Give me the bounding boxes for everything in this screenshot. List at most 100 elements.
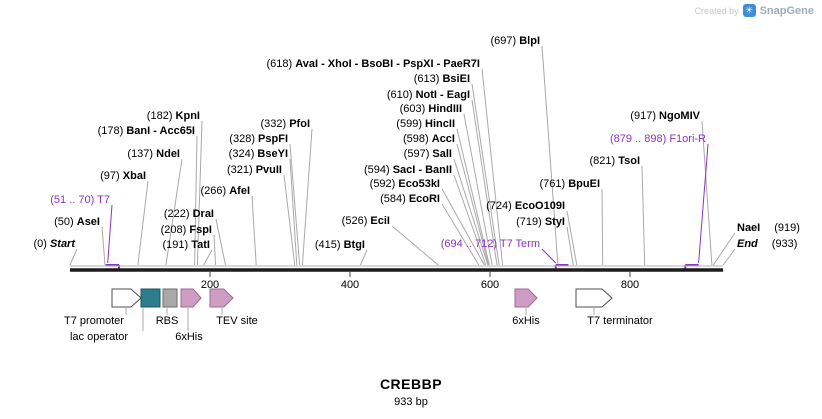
enzyme-name: StyI [544,216,565,228]
enzyme-connector-line [203,249,213,266]
enzyme-connector-line [251,195,257,266]
enzyme-name: AccI [431,133,455,145]
enzyme-position: (97) [100,170,123,182]
enzyme-position: (719) [516,216,545,228]
enzyme-position: (415) [314,239,344,251]
enzyme-connector-line [213,234,217,266]
enzyme-name: BanI - Acc65I [126,125,195,137]
enzyme-label-ecori: (584) EcoRI [380,192,440,206]
primer-name: T7 [97,194,110,206]
feature-shape-6xhis [514,288,538,308]
enzyme-name: Start [49,238,75,250]
enzyme-position: (191) [162,239,192,251]
enzyme-label-sali: (597) SalI [404,147,452,161]
enzyme-position: (222) [163,208,193,220]
feature-label-6xhis: 6xHis [512,315,540,327]
primer-position: (694 .. 712) [440,238,500,250]
feature-shape-rbs [162,288,178,308]
enzyme-name: PspFI [258,133,288,145]
enzyme-connector-line [641,165,646,266]
enzyme-label-end: End (933) [737,237,797,251]
enzyme-label-start: (0) Start [33,237,75,251]
enzyme-name: KpnI [175,110,200,122]
feature-shape-lac-operator [140,288,161,308]
enzyme-name: Eco53kI [398,178,440,190]
enzyme-name: End [737,238,758,250]
enzyme-connector-line [360,249,368,266]
enzyme-connector-line [289,143,301,266]
feature-shape-t7-terminator [575,288,613,308]
feature-label-t7-promoter: T7 promoter [64,315,124,327]
primer-label-t7: (51 .. 70) T7 [50,193,110,207]
enzyme-connector-line [453,158,489,266]
feature-label-6xhis: 6xHis [175,331,203,343]
enzyme-label-ecii: (526) EciI [342,214,390,228]
enzyme-connector-line [601,188,604,266]
watermark: Created by ✳ SnapGene [695,4,814,17]
enzyme-name: NdeI [156,148,180,160]
watermark-brand: SnapGene [759,4,814,17]
enzyme-label-btgi: (415) BtgI [315,238,365,252]
enzyme-position: (618) [266,58,296,70]
ruler-tick-label-400: 400 [340,279,360,291]
enzyme-connector-line [541,45,559,266]
enzyme-position: (208) [160,224,190,236]
enzyme-position: (50) [54,216,77,228]
enzyme-position: (328) [229,133,259,145]
enzyme-connector-line [441,203,480,266]
ruler-tick-label-600: 600 [480,279,500,291]
enzyme-label-noti-eagi: (610) NotI - EagI [387,88,470,102]
enzyme-name: BpuEI [568,178,600,190]
enzyme-label-ngomiv: (917) NgoMIV [630,109,700,123]
enzyme-label-naei: NaeI (919) [737,221,800,235]
primer-connector-line [698,143,709,264]
primer-position: (51 .. 70) [50,194,98,206]
enzyme-name: SalI [432,148,452,160]
enzyme-label-afei: (266) AfeI [200,184,250,198]
enzyme-label-hindiii: (603) HindIII [400,102,462,116]
enzyme-position: (761) [539,178,569,190]
enzyme-name: HindIII [428,103,462,115]
enzyme-position: (724) [486,200,515,212]
enzyme-connector-line [456,128,490,266]
enzyme-name: TsoI [618,155,640,167]
enzyme-label-ndei: (137) NdeI [127,147,180,161]
enzyme-position: (324) [228,148,258,160]
enzyme-position: (321) [226,164,256,176]
enzyme-position: (917) [630,110,660,122]
enzyme-name: HincII [425,118,455,130]
feature-shape-6xhis [180,288,202,308]
enzyme-position: (526) [341,215,371,227]
enzyme-position: (599) [396,118,426,130]
enzyme-name: XbaI [122,170,146,182]
enzyme-name: AvaI - XhoI - BsoBI - PspXI - PaeR7I [295,58,480,70]
enzyme-connector-line [463,113,493,266]
enzyme-position: (332) [260,118,290,130]
feature-label-lac-operator: lac operator [69,331,129,343]
enzyme-connector-line [137,180,149,266]
enzyme-label-avai-xhoi-bsobi-pspxi-paer7i: (618) AvaI - XhoI - BsoBI - PspXI - PaeR… [266,57,480,71]
enzyme-name: BseYI [257,148,288,160]
enzyme-label-tati: (191) TatI [163,238,211,252]
enzyme-connector-line [471,83,500,266]
enzyme-label-ecoo109i: (724) EcoO109I [486,199,565,213]
enzyme-label-pfoi: (332) PfoI [260,117,310,131]
enzyme-label-eco53ki: (592) Eco53kI [370,177,440,191]
enzyme-position: (598) [403,133,432,145]
feature-shape-tev-site [209,288,234,308]
enzyme-position: (821) [589,155,619,167]
primer-label-t7-term: (694 .. 712) T7 Term [441,237,540,251]
feature-label-rbs: RBS [155,315,179,327]
enzyme-label-xbai: (97) XbaI [100,169,146,183]
enzyme-connector-line [456,143,490,266]
enzyme-position: (603) [399,103,429,115]
enzyme-name: DraI [192,208,214,220]
enzyme-position: (697) [490,35,520,47]
enzyme-name: BtgI [343,239,365,251]
enzyme-label-kpni: (182) KpnI [147,109,200,123]
enzyme-position: (0) [33,238,50,250]
enzyme-position: (182) [146,110,176,122]
enzyme-connector-line [283,174,296,266]
enzyme-connector-line [453,174,487,266]
